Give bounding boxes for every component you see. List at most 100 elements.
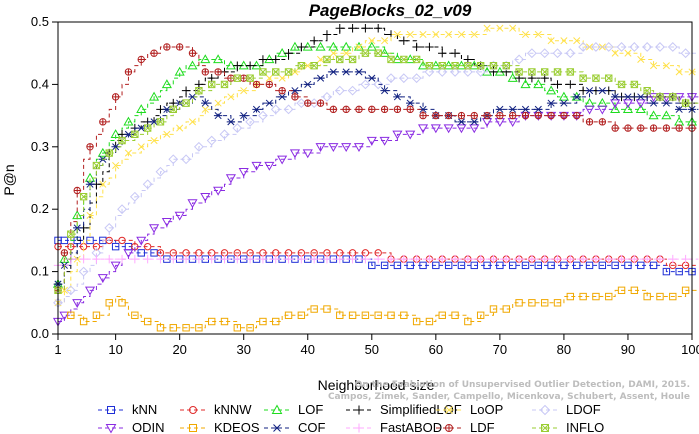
data-point: [323, 305, 331, 313]
data-point: [635, 104, 646, 114]
data-point: [278, 87, 286, 95]
data-point: [648, 93, 659, 103]
data-point: [59, 253, 70, 263]
data-point: [662, 267, 671, 276]
data-point: [406, 261, 414, 270]
data-point: [399, 36, 409, 45]
data-point: [150, 49, 158, 57]
data-point: [579, 74, 587, 82]
data-point: [598, 118, 607, 126]
data-point: [156, 254, 165, 264]
legend-item-knnw: kNNW: [180, 402, 252, 417]
data-point: [201, 68, 209, 76]
data-point: [552, 48, 563, 59]
series-kdeos: [67, 286, 699, 332]
data-point: [527, 254, 537, 264]
data-point: [380, 87, 389, 95]
data-point: [341, 143, 352, 153]
data-point: [419, 261, 427, 270]
data-point: [303, 80, 312, 88]
data-point: [425, 317, 434, 326]
data-point: [462, 67, 473, 77]
data-point: [304, 62, 312, 70]
data-point: [605, 292, 613, 301]
data-point: [398, 73, 409, 84]
data-point: [200, 193, 211, 202]
data-point: [368, 261, 376, 270]
data-point: [520, 79, 531, 89]
data-point: [92, 161, 101, 170]
data-point: [445, 30, 453, 39]
data-point: [598, 261, 607, 270]
legend-item-fastabod: FastABOD: [346, 420, 442, 434]
data-point: [387, 311, 395, 319]
data-point: [181, 86, 191, 95]
x-tick-label: 50: [365, 342, 379, 357]
data-point: [681, 286, 690, 295]
data-point: [585, 118, 594, 126]
data-point: [251, 161, 262, 171]
data-point: [642, 42, 653, 52]
data-point: [194, 254, 204, 264]
data-point: [214, 99, 222, 107]
data-point: [220, 254, 229, 264]
data-point: [380, 261, 389, 270]
data-point: [566, 292, 575, 301]
data-point: [430, 124, 441, 134]
data-point: [432, 30, 440, 39]
data-point: [246, 74, 254, 82]
data-point: [650, 62, 658, 70]
data-point: [444, 111, 453, 120]
legend-label: SimplifiedLOF: [380, 402, 462, 417]
data-point: [643, 86, 651, 95]
data-point: [355, 105, 363, 113]
data-point: [278, 74, 286, 82]
data-point: [272, 424, 282, 432]
data-point: [258, 254, 268, 264]
data-point: [457, 111, 466, 120]
data-point: [508, 105, 517, 113]
data-point: [79, 254, 88, 264]
data-point: [124, 149, 132, 157]
data-point: [661, 110, 672, 120]
series-line: [58, 46, 699, 285]
data-point: [169, 105, 177, 114]
data-point: [547, 111, 555, 120]
data-point: [214, 68, 222, 76]
data-point: [667, 42, 678, 52]
data-point: [187, 60, 198, 70]
data-point: [240, 87, 248, 95]
data-point: [189, 424, 197, 432]
data-point: [207, 80, 216, 89]
data-point: [597, 105, 608, 115]
data-point: [379, 136, 390, 146]
data-point: [425, 254, 434, 264]
data-point: [624, 124, 632, 132]
data-point: [354, 423, 364, 433]
legend-item-knn: kNN: [98, 402, 157, 417]
data-point: [105, 254, 114, 264]
data-point: [661, 93, 672, 103]
series-inflo: [54, 49, 699, 295]
data-point: [277, 47, 288, 57]
data-point: [105, 424, 117, 434]
data-point: [560, 111, 568, 120]
data-point: [623, 93, 633, 101]
data-point: [161, 217, 172, 227]
data-point: [565, 48, 576, 59]
data-point: [265, 74, 273, 82]
x-tick-label: 70: [493, 342, 507, 357]
legend-item-ldf: LDF: [436, 420, 495, 434]
data-point: [131, 130, 139, 139]
data-point: [233, 254, 242, 264]
data-point: [366, 136, 377, 146]
legend-item-odin: ODIN: [98, 420, 165, 434]
data-point: [252, 80, 261, 89]
data-point: [348, 55, 357, 64]
legend-item-lof: LOF: [264, 402, 323, 417]
data-point: [541, 299, 549, 307]
y-tick-label: 0.5: [31, 14, 49, 29]
data-point: [445, 406, 453, 414]
data-point: [284, 68, 293, 76]
data-point: [207, 254, 216, 264]
